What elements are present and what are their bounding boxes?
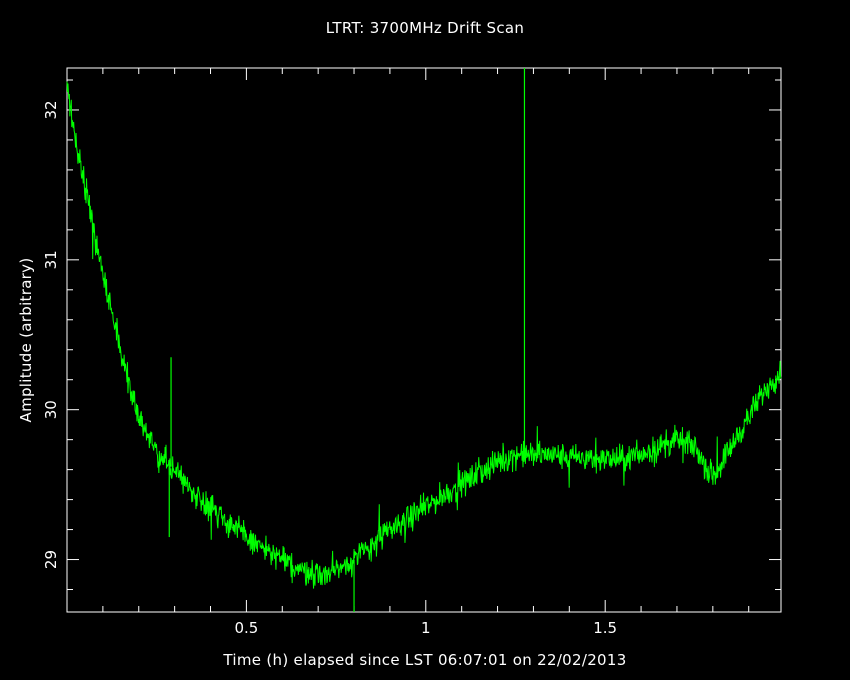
plot-frame [66, 67, 782, 613]
axis-tick-labels: 0.5 1 1.5 29 30 31 32 [42, 100, 617, 637]
x-tick-label: 1.5 [593, 619, 617, 637]
amplitude-trace [66, 81, 782, 589]
x-tick-label: 1 [421, 619, 431, 637]
trace-spikes [168, 68, 526, 612]
y-tick-label: 31 [42, 250, 60, 269]
y-tick-label: 29 [42, 550, 60, 569]
y-tick-label: 30 [42, 400, 60, 419]
x-tick-label: 0.5 [234, 619, 258, 637]
x-axis-label: Time (h) elapsed since LST 06:07:01 on 2… [223, 651, 627, 669]
axis-ticks [67, 68, 781, 612]
y-axis-label: Amplitude (arbitrary) [17, 257, 35, 423]
chart-title: LTRT: 3700MHz Drift Scan [325, 19, 525, 37]
y-tick-label: 32 [42, 100, 60, 119]
